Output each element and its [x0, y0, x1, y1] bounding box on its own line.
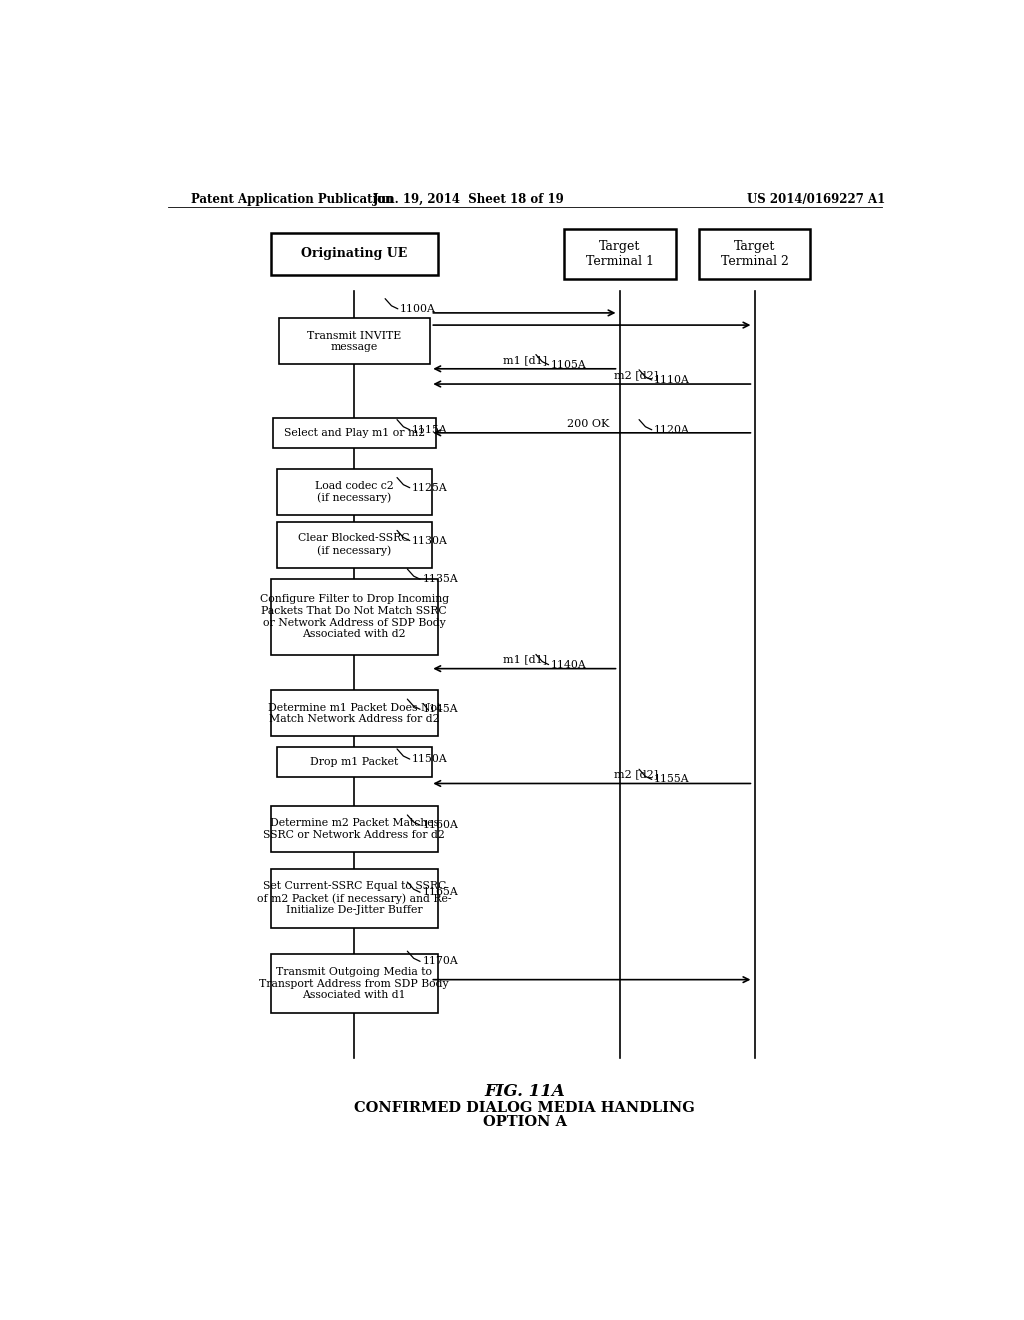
Text: Transmit INVITE
message: Transmit INVITE message [307, 330, 401, 352]
Text: 200 OK: 200 OK [567, 418, 609, 429]
Bar [270, 578, 437, 655]
Text: OPTION A: OPTION A [482, 1115, 567, 1129]
Bar [564, 228, 676, 280]
Text: m1 [d1]: m1 [d1] [503, 655, 547, 664]
Text: US 2014/0169227 A1: US 2014/0169227 A1 [748, 193, 886, 206]
Text: CONFIRMED DIALOG MEDIA HANDLING: CONFIRMED DIALOG MEDIA HANDLING [354, 1101, 695, 1114]
Bar [270, 807, 437, 853]
Bar [699, 228, 811, 280]
Text: 1170A: 1170A [423, 957, 458, 966]
Text: m2 [d2]: m2 [d2] [613, 770, 658, 779]
Bar [276, 747, 431, 777]
Bar [276, 469, 431, 515]
Bar [279, 318, 430, 364]
Text: 1145A: 1145A [423, 705, 458, 714]
Bar [272, 417, 435, 447]
Text: 1120A: 1120A [654, 425, 690, 434]
Text: Transmit Outgoing Media to
Transport Address from SDP Body
Associated with d1: Transmit Outgoing Media to Transport Add… [259, 968, 449, 1001]
Bar [276, 521, 431, 568]
Text: Select and Play m1 or m2: Select and Play m1 or m2 [284, 428, 425, 438]
Text: 1125A: 1125A [412, 483, 447, 492]
Text: Load codec c2
(if necessary): Load codec c2 (if necessary) [314, 480, 393, 503]
Text: 1140A: 1140A [551, 660, 587, 669]
Text: 1160A: 1160A [423, 820, 459, 830]
Text: 1105A: 1105A [551, 360, 587, 370]
Text: Originating UE: Originating UE [301, 247, 408, 260]
Bar [270, 869, 437, 928]
Text: m2 [d2]: m2 [d2] [613, 370, 658, 380]
Bar [270, 232, 437, 276]
Text: 1130A: 1130A [412, 536, 447, 545]
Text: Target
Terminal 1: Target Terminal 1 [586, 240, 654, 268]
Text: Configure Filter to Drop Incoming
Packets That Do Not Match SSRC
or Network Addr: Configure Filter to Drop Incoming Packet… [260, 594, 449, 639]
Text: 1150A: 1150A [412, 754, 447, 764]
Text: 1110A: 1110A [654, 375, 690, 385]
Text: m1 [d1]: m1 [d1] [503, 355, 547, 364]
Text: FIG. 11A: FIG. 11A [484, 1082, 565, 1100]
Text: Patent Application Publication: Patent Application Publication [191, 193, 394, 206]
Bar [270, 954, 437, 1014]
Bar [270, 690, 437, 737]
Text: 1155A: 1155A [654, 775, 690, 784]
Text: 1115A: 1115A [412, 425, 447, 434]
Text: 1135A: 1135A [423, 574, 458, 585]
Text: Drop m1 Packet: Drop m1 Packet [310, 758, 398, 767]
Text: Clear Blocked-SSRC
(if necessary): Clear Blocked-SSRC (if necessary) [298, 533, 410, 556]
Text: Determine m2 Packet Matches
SSRC or Network Address for d2: Determine m2 Packet Matches SSRC or Netw… [263, 818, 445, 840]
Text: Set Current-SSRC Equal to SSRC
of m2 Packet (if necessary) and Re-
Initialize De: Set Current-SSRC Equal to SSRC of m2 Pac… [257, 882, 452, 915]
Text: Determine m1 Packet Does Not
Match Network Address for d2: Determine m1 Packet Does Not Match Netwo… [267, 702, 440, 725]
Text: Target
Terminal 2: Target Terminal 2 [721, 240, 788, 268]
Text: Jun. 19, 2014  Sheet 18 of 19: Jun. 19, 2014 Sheet 18 of 19 [374, 193, 565, 206]
Text: 1165A: 1165A [423, 887, 458, 898]
Text: 1100A: 1100A [400, 304, 436, 314]
